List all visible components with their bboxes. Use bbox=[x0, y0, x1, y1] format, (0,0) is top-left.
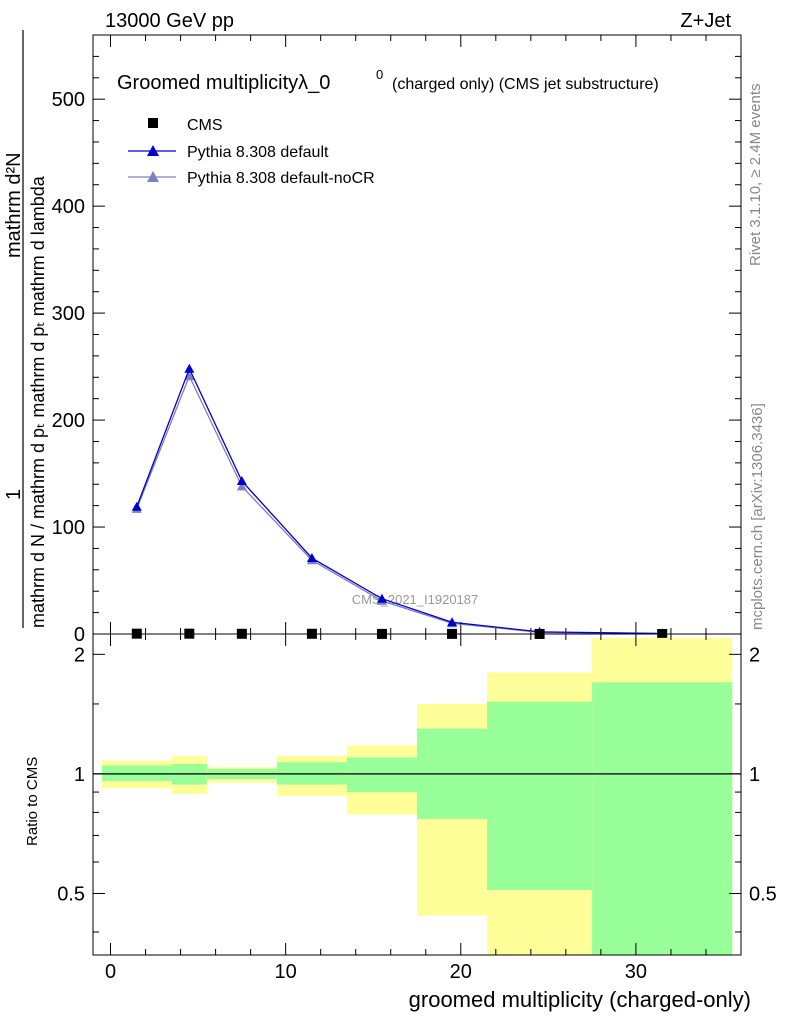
main-y-tick-label: 100 bbox=[52, 517, 85, 539]
legend-triangle-marker bbox=[147, 145, 159, 156]
ratio-y-tick-label-left: 1 bbox=[74, 764, 85, 786]
series-triangle-point bbox=[184, 363, 195, 373]
x-tick-label: 0 bbox=[105, 961, 116, 983]
ratio-uncertainty-band-inner bbox=[487, 701, 593, 891]
ratio-y-tick-label-right: 2 bbox=[749, 644, 760, 666]
plot-title-superscript: 0 bbox=[376, 67, 383, 82]
main-y-tick-label: 200 bbox=[52, 410, 85, 432]
ratio-uncertainty-band-inner bbox=[346, 757, 417, 793]
ratio-y-tick-label-left: 0.5 bbox=[57, 883, 85, 905]
legend-item-pythia-default: Pythia 8.308 default bbox=[128, 144, 329, 161]
ratio-bands-layer bbox=[101, 637, 733, 955]
ratio-uncertainty-band-inner bbox=[592, 682, 733, 955]
plot-title-detail: (charged only) (CMS jet substructure) bbox=[392, 76, 659, 93]
ratio-y-tick-label-left: 2 bbox=[74, 644, 85, 666]
series-triangle-point bbox=[447, 617, 458, 627]
main-y-axis: 0 100 200 300 400 500 bbox=[52, 55, 741, 646]
ratio-panel: 0.5 0.5 1 1 2 2 0 10 20 30 Ratio to CMS groomed … bbox=[24, 633, 777, 1012]
ratio-y-tick-label-right: 0.5 bbox=[749, 883, 777, 905]
main-panel: 0 100 200 300 400 500 Groomed multiplicityλ_0… bbox=[3, 30, 742, 646]
ratio-x-axis: 0 10 20 30 bbox=[105, 634, 707, 983]
main-y-tick-label: 300 bbox=[52, 303, 85, 325]
series-triangle-point bbox=[236, 481, 247, 491]
series-triangle-point bbox=[131, 501, 142, 511]
header-left-label: 13000 GeV pp bbox=[105, 10, 234, 32]
ratio-y-tick-label-right: 1 bbox=[749, 764, 760, 786]
legend-item-pythia-nocr: Pythia 8.308 default-noCR bbox=[128, 170, 375, 187]
main-y-tick-label: 0 bbox=[74, 624, 85, 646]
header-right-label: Z+Jet bbox=[680, 10, 731, 32]
series-triangle-point bbox=[236, 476, 247, 486]
y-label-denominator: mathrm d N / mathrm d pₜ mathrm d pₜ mat… bbox=[28, 175, 48, 628]
x-tick-label: 30 bbox=[625, 961, 647, 983]
rivet-version-label: Rivet 3.1.10, ≥ 2.4M events bbox=[747, 84, 764, 267]
main-y-axis-label: 1 mathrm d²N mathrm d N / mathrm d pₜ ma… bbox=[3, 30, 48, 628]
legend-square-marker bbox=[148, 118, 158, 128]
series-line bbox=[136, 367, 663, 635]
x-tick-label: 20 bbox=[450, 961, 472, 983]
main-y-tick-label: 400 bbox=[52, 196, 85, 218]
legend-label-pythia-nocr: Pythia 8.308 default-noCR bbox=[187, 170, 375, 187]
series-triangle-point bbox=[376, 593, 387, 603]
legend-label-cms: CMS bbox=[187, 117, 223, 134]
ratio-uncertainty-band-inner bbox=[101, 765, 172, 781]
series-triangle-point bbox=[184, 371, 195, 381]
ratio-plot-frame bbox=[92, 633, 742, 956]
plot-title: Groomed multiplicityλ_0 bbox=[117, 72, 330, 94]
legend-item-cms: CMS bbox=[148, 117, 223, 134]
x-tick-label: 10 bbox=[275, 961, 297, 983]
legend-label-pythia-default: Pythia 8.308 default bbox=[187, 144, 329, 161]
y-label-numerator: mathrm d²N bbox=[3, 152, 25, 258]
mcplots-label: mcplots.cern.ch [arXiv:1306.3436] bbox=[749, 403, 766, 630]
legend-triangle-marker bbox=[147, 171, 159, 182]
legend: CMS Pythia 8.308 default Pythia 8.308 de… bbox=[128, 117, 375, 187]
y-label-one: 1 bbox=[3, 489, 25, 500]
x-axis-label: groomed multiplicity (charged-only) bbox=[409, 987, 751, 1012]
series-triangle-point bbox=[306, 553, 317, 563]
ratio-y-axis-label: Ratio to CMS bbox=[24, 757, 41, 846]
main-y-tick-label: 500 bbox=[52, 89, 85, 111]
ratio-y-axis: 0.5 0.5 1 1 2 2 bbox=[57, 644, 777, 933]
